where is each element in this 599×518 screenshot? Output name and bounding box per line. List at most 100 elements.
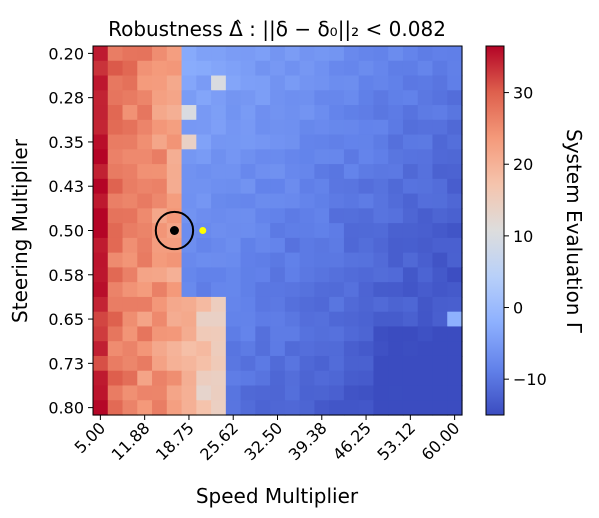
heatmap-cell [166,267,183,283]
heatmap-cell [284,178,301,195]
heatmap-cell [299,311,315,328]
heatmap-cell [447,164,463,180]
heatmap-cell [358,237,375,254]
heatmap-cell [284,296,301,313]
heatmap-cell [137,341,153,357]
heatmap-cell [358,60,375,77]
heatmap-cell [152,60,168,77]
heatmap-cell [432,193,448,209]
heatmap-cell [417,90,434,106]
heatmap-cell [196,119,212,136]
heatmap-cell [432,149,448,165]
heatmap-cell [358,208,375,224]
heatmap-cell [225,282,242,298]
heatmap-cell [343,326,360,342]
heatmap-cell [314,223,330,239]
heatmap-cell [329,60,345,77]
heatmap-cell [93,134,109,150]
heatmap-cell [314,267,330,283]
heatmap-cell [166,355,183,372]
heatmap-cell [388,341,404,357]
heatmap-cell [270,119,286,136]
heatmap-cell [211,105,227,121]
heatmap-cell [181,296,197,313]
heatmap-cell [299,267,315,283]
heatmap-cell [196,237,212,254]
heatmap-cell [447,75,463,91]
heatmap-cell [447,355,463,372]
heatmap-cell [314,385,330,401]
heatmap-cell [417,326,434,342]
heatmap-cell [225,296,242,313]
heatmap-cell [107,282,124,298]
heatmap-cell [240,385,256,401]
heatmap-cell [166,164,183,180]
heatmap-cell [402,75,419,91]
heatmap-cell [343,105,360,121]
heatmap-cell [107,311,124,328]
heatmap-cell [122,193,138,209]
heatmap-cell [225,237,242,254]
heatmap-cell [240,164,256,180]
heatmap-cell [284,252,301,268]
heatmap-cell [225,90,242,106]
heatmap-cell [402,252,419,268]
heatmap-cell [447,223,463,239]
heatmap-cell [137,193,153,209]
heatmap-cell [432,164,448,180]
heatmap-cell [107,385,124,401]
colorbar [485,45,505,416]
heatmap-cell [122,46,138,62]
heatmap-cell [343,341,360,357]
heatmap-cell [402,296,419,313]
markers [154,210,207,251]
heatmap-cell [152,90,168,106]
heatmap-cell [358,90,375,106]
heatmap-cell [417,311,434,328]
heatmap-cell [107,370,124,387]
heatmap-cell [122,237,138,254]
heatmap-cell [314,75,330,91]
heatmap-cell [225,134,242,150]
heatmap-cell [196,385,212,401]
heatmap-cell [152,267,168,283]
heatmap-cell [432,178,448,195]
heatmap-cell [225,252,242,268]
heatmap-cell [211,252,227,268]
heatmap-cell [152,164,168,180]
heatmap-cell [137,134,153,150]
heatmap-cell [211,267,227,283]
heatmap-cell [373,355,389,372]
heatmap-cell [196,355,212,372]
heatmap-cell [388,267,404,283]
heatmap-cell [225,119,242,136]
heatmap-cell [211,341,227,357]
heatmap-cell [137,252,153,268]
heatmap-cell [107,208,124,224]
heatmap-cell [417,341,434,357]
heatmap-cell [299,385,315,401]
heatmap-cell [358,75,375,91]
heatmap-cell [299,400,315,416]
heatmap-cell [93,282,109,298]
heatmap-cell [152,208,168,224]
heatmap-cell [152,193,168,209]
heatmap-cell [225,326,242,342]
heatmap-cell [181,193,197,209]
heatmap-cell [122,134,138,150]
heatmap-cell [402,46,419,62]
heatmap-cell [299,252,315,268]
heatmap-cell [314,119,330,136]
heatmap-cell [284,149,301,165]
heatmap-cell [152,237,168,254]
heatmap-cell [240,237,256,254]
heatmap-cell [211,60,227,77]
heatmap-cell [152,296,168,313]
heatmap-cell [447,208,463,224]
heatmap-cell [211,208,227,224]
heatmap-cell [211,355,227,372]
heatmap-cell [358,370,375,387]
heatmap-cell [343,252,360,268]
heatmap-cell [181,341,197,357]
heatmap-cell [402,119,419,136]
